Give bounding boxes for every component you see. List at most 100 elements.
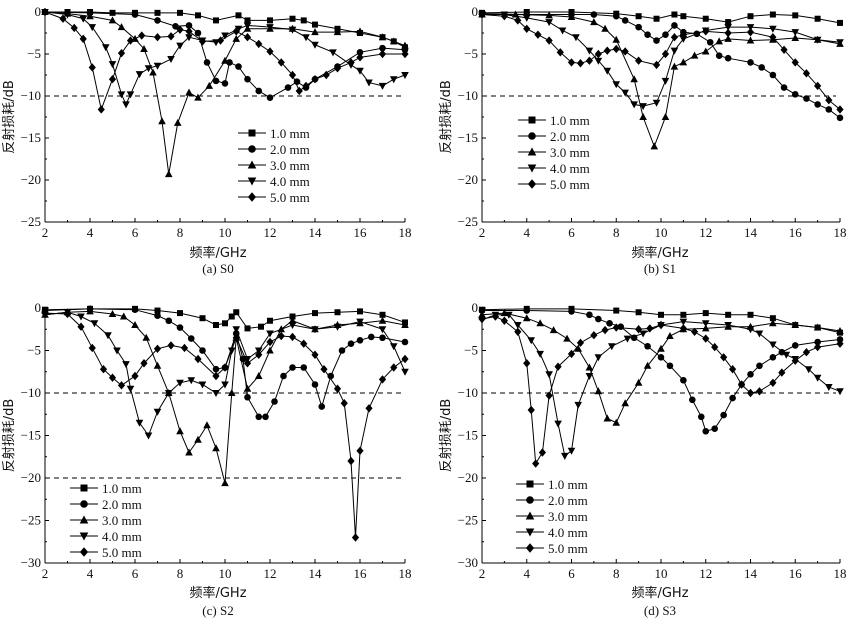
data-point <box>258 323 264 330</box>
data-point <box>729 394 736 402</box>
data-point <box>131 371 139 381</box>
x-tick-label: 4 <box>524 566 531 581</box>
data-point <box>603 46 611 55</box>
data-point <box>122 361 130 369</box>
x-tick-label: 16 <box>354 566 368 581</box>
data-point <box>621 47 629 56</box>
y-tick-label: −25 <box>458 214 478 229</box>
data-point <box>545 19 553 27</box>
data-point <box>379 334 386 342</box>
data-point <box>657 320 665 330</box>
data-point <box>836 114 844 122</box>
data-point <box>644 342 651 350</box>
data-point <box>244 393 251 401</box>
data-point <box>185 448 193 456</box>
data-point <box>523 359 531 368</box>
data-point <box>836 336 844 343</box>
data-point <box>635 13 642 20</box>
y-tick-label: −5 <box>27 46 41 61</box>
data-point <box>791 91 799 98</box>
legend-marker <box>248 129 256 137</box>
data-point <box>267 317 273 324</box>
data-point <box>199 347 206 354</box>
legend-label: 1.0 mm <box>550 113 590 128</box>
data-point <box>746 36 755 44</box>
data-point <box>836 105 844 114</box>
data-point <box>814 342 822 352</box>
y-tick-label: −10 <box>458 385 478 400</box>
data-point <box>244 75 251 83</box>
data-point <box>227 389 236 396</box>
panel-caption: (c) S2 <box>202 603 233 618</box>
data-point <box>747 311 754 318</box>
data-point <box>356 49 364 56</box>
data-point <box>666 362 674 370</box>
x-tick-label: 16 <box>789 566 803 581</box>
data-point <box>41 308 49 318</box>
data-point <box>378 49 387 59</box>
data-point <box>199 315 206 322</box>
data-point <box>311 41 319 49</box>
data-point <box>243 384 252 392</box>
data-point <box>333 323 342 331</box>
x-tick-label: 2 <box>42 225 49 240</box>
data-point <box>158 117 166 125</box>
data-point <box>187 377 196 385</box>
legend-marker <box>528 132 536 140</box>
y-tick-label: −10 <box>21 88 41 103</box>
data-point <box>221 32 229 40</box>
y-axis-label: 反射损耗/dB <box>438 80 454 154</box>
data-point <box>634 378 643 386</box>
data-point <box>782 351 791 359</box>
legend-label: 4.0 mm <box>548 525 588 540</box>
data-point <box>108 75 117 84</box>
data-point <box>538 448 547 457</box>
data-point <box>390 363 398 372</box>
data-point <box>635 309 642 316</box>
panel-caption: (a) S0 <box>202 261 233 276</box>
legend-marker <box>526 496 534 504</box>
y-tick-label: 0 <box>35 300 42 315</box>
data-point <box>720 411 727 419</box>
x-tick-label: 10 <box>219 225 232 240</box>
data-point <box>173 118 182 126</box>
data-point <box>720 353 728 362</box>
data-point <box>379 44 386 52</box>
x-tick-label: 12 <box>264 566 277 581</box>
data-point <box>746 27 755 37</box>
data-point <box>836 39 844 47</box>
chart-panel-3: 2 4 6 8 10 12 14 16 18 0 −5 −10 −15 −20 −25 −30 频率/GHz (c… <box>1 300 412 618</box>
legend-label: 5.0 mm <box>548 541 588 556</box>
y-tick-label: −20 <box>458 172 478 187</box>
data-point <box>378 375 387 384</box>
y-tick-label: −20 <box>21 470 41 485</box>
data-point <box>318 403 326 410</box>
data-point <box>347 456 355 466</box>
data-point <box>791 34 800 42</box>
data-point <box>567 58 576 67</box>
data-point <box>177 310 183 317</box>
data-point <box>601 24 609 32</box>
series-20 <box>41 8 409 101</box>
panel-caption: (d) S3 <box>644 603 676 618</box>
data-point <box>233 309 240 316</box>
legend-marker <box>79 547 89 557</box>
data-point <box>244 325 251 332</box>
data-point <box>213 17 219 24</box>
data-point <box>117 381 126 390</box>
data-point <box>177 9 183 16</box>
data-point <box>601 325 609 335</box>
data-point <box>176 324 184 331</box>
x-tick-label: 8 <box>177 225 184 240</box>
data-point <box>724 28 732 38</box>
data-point <box>221 479 229 487</box>
data-point <box>289 364 296 371</box>
data-point <box>378 316 387 324</box>
data-point <box>725 311 732 318</box>
series-line <box>44 308 406 418</box>
data-point <box>657 354 665 361</box>
data-point <box>311 75 319 84</box>
data-point <box>138 31 146 40</box>
data-point <box>836 388 844 396</box>
